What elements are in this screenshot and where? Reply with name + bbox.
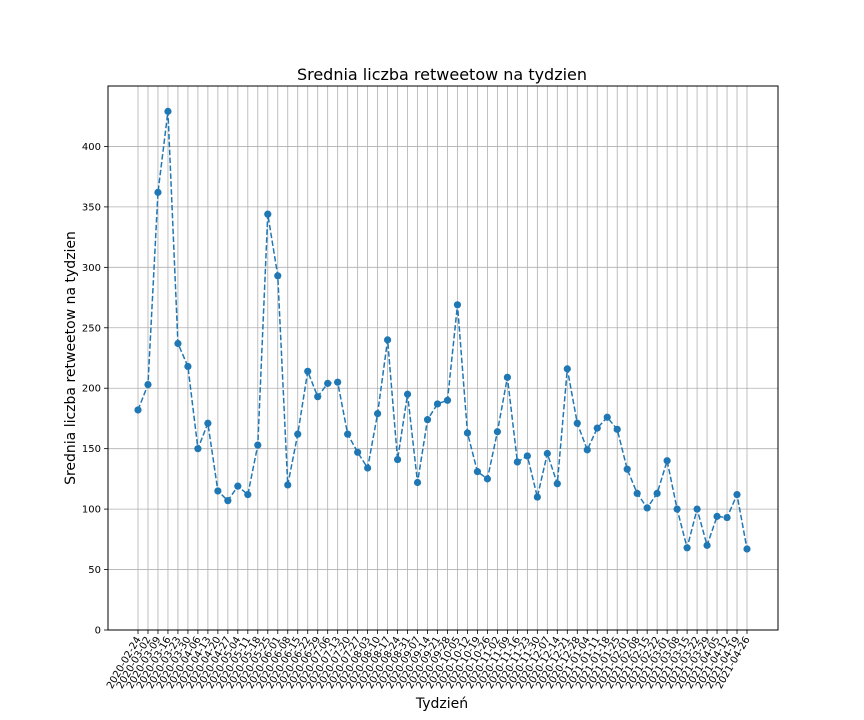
data-point <box>683 544 691 552</box>
data-point <box>234 482 242 490</box>
data-point <box>673 505 681 513</box>
y-tick-label: 50 <box>88 565 101 576</box>
data-point <box>593 424 601 432</box>
data-point <box>433 400 442 408</box>
data-point <box>224 497 232 505</box>
data-point <box>184 362 192 371</box>
data-point <box>633 489 641 497</box>
data-point <box>324 379 332 387</box>
data-point <box>723 513 731 522</box>
series-retweets <box>134 107 751 553</box>
y-tick-label: 200 <box>82 384 101 395</box>
data-point <box>693 505 701 513</box>
data-point <box>374 410 382 418</box>
data-point <box>214 487 222 495</box>
data-point <box>423 416 432 424</box>
data-point <box>623 465 631 473</box>
data-point <box>743 545 751 553</box>
data-point <box>134 406 142 414</box>
data-point <box>174 339 182 348</box>
data-point <box>413 478 422 487</box>
data-point <box>463 429 472 437</box>
data-point <box>154 188 162 196</box>
plot-frame <box>107 85 779 631</box>
x-axis-ticks: 2020-02-242020-03-022020-03-092020-03-16… <box>105 630 753 691</box>
data-point <box>533 493 541 501</box>
data-point <box>264 210 272 218</box>
data-point <box>194 445 202 453</box>
y-axis-title: Srednia liczba retweetow na tydzien <box>63 231 79 485</box>
y-tick-label: 300 <box>82 263 101 274</box>
y-tick-label: 400 <box>82 142 101 153</box>
x-axis-title: Tydzień <box>415 696 468 712</box>
data-point <box>304 367 312 375</box>
data-point <box>403 390 412 398</box>
data-point <box>254 441 262 449</box>
data-point <box>284 481 292 489</box>
y-axis-ticks: 0 50 100 150 200 250 300 350 400 <box>82 142 108 637</box>
data-point <box>274 272 282 280</box>
data-point <box>354 448 362 456</box>
y-tick-label: 150 <box>82 444 101 455</box>
data-point <box>613 425 621 433</box>
data-point <box>733 491 741 499</box>
data-point <box>383 336 392 344</box>
data-point <box>204 419 212 427</box>
data-point <box>453 301 462 309</box>
chart-title: Srednia liczba retweetow na tydzien <box>297 65 587 84</box>
data-point <box>244 491 252 499</box>
data-point <box>493 428 502 436</box>
data-point <box>543 449 551 458</box>
data-point <box>603 413 611 421</box>
data-point <box>553 480 561 488</box>
data-point <box>563 365 571 373</box>
grid <box>108 86 778 631</box>
data-point <box>503 373 511 381</box>
data-point <box>443 396 452 404</box>
data-point <box>513 458 521 466</box>
data-point <box>583 446 591 454</box>
data-point <box>314 393 322 401</box>
y-tick-label: 250 <box>82 323 101 334</box>
data-point <box>523 452 531 460</box>
data-point <box>164 107 172 115</box>
data-point <box>294 430 302 438</box>
data-point <box>703 541 711 549</box>
data-point <box>393 455 402 464</box>
data-point <box>364 464 372 472</box>
data-point <box>713 512 721 520</box>
y-tick-label: 0 <box>95 626 101 637</box>
data-point <box>473 468 482 476</box>
y-tick-label: 100 <box>82 505 101 516</box>
data-point <box>144 380 152 389</box>
data-point <box>663 457 671 465</box>
data-point <box>344 430 352 438</box>
y-tick-label: 350 <box>82 202 101 213</box>
data-point <box>483 475 492 483</box>
data-point <box>643 504 651 512</box>
data-point <box>573 419 581 427</box>
data-point <box>334 378 342 386</box>
data-point <box>653 489 661 497</box>
